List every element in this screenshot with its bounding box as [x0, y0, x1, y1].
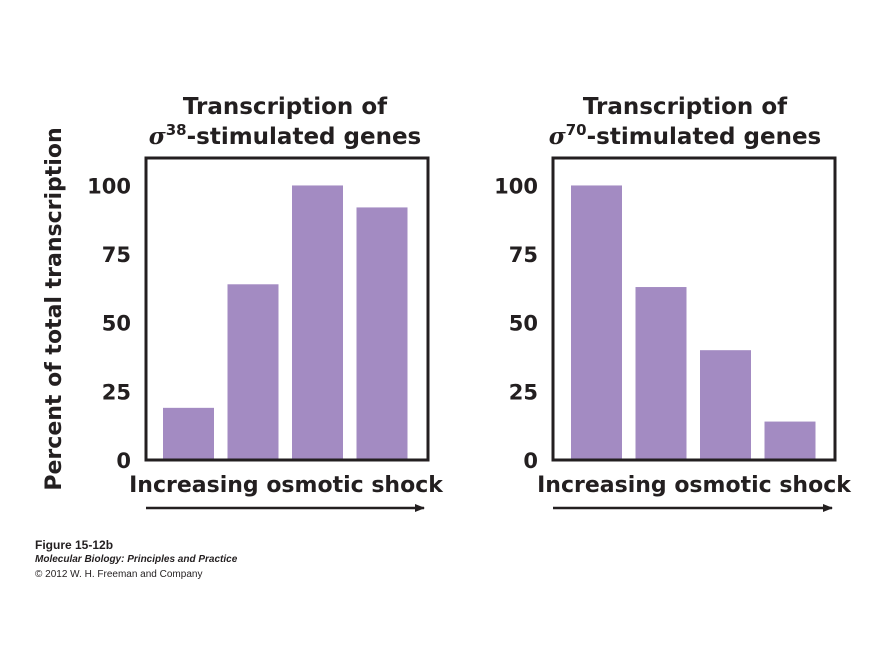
x-axis-label: Increasing osmotic shock — [129, 473, 444, 498]
y-tick-label: 50 — [509, 312, 538, 336]
plot-frame — [144, 156, 430, 462]
bar-1 — [571, 185, 622, 461]
bar-4 — [356, 207, 408, 460]
chart-panel-sigma70: Transcription of σ70-stimulated genes 0 2… — [494, 94, 852, 512]
bar-group — [163, 185, 408, 461]
plot-frame — [551, 156, 837, 462]
sigma-superscript: 70 — [566, 121, 587, 139]
y-axis-label: Percent of total transcription — [42, 127, 67, 490]
bar-4 — [764, 421, 816, 460]
book-title: Molecular Biology: Principles and Practi… — [35, 554, 238, 565]
y-tick-label: 75 — [102, 243, 131, 267]
sigma-symbol: σ — [549, 123, 566, 150]
bar-3 — [292, 185, 343, 461]
y-tick-label: 50 — [102, 312, 131, 336]
sigma-superscript: 38 — [166, 121, 187, 139]
y-tick-labels: 0 25 50 75 100 — [494, 174, 538, 473]
sigma-symbol: σ — [149, 123, 166, 150]
bar-2 — [635, 287, 687, 460]
bar-1 — [163, 407, 214, 460]
y-tick-label: 25 — [102, 380, 131, 404]
figure-number: Figure 15-12b — [35, 538, 114, 552]
bar-2 — [227, 284, 279, 460]
copyright-notice: © 2012 W. H. Freeman and Company — [35, 569, 203, 580]
y-tick-label: 0 — [116, 449, 131, 473]
y-tick-label: 75 — [509, 243, 538, 267]
bar-3 — [700, 350, 751, 460]
chart-title-line1: Transcription of — [583, 94, 788, 120]
chart-title-line2: σ38-stimulated genes — [149, 121, 422, 150]
chart-title-line1: Transcription of — [183, 94, 388, 120]
y-tick-label: 0 — [523, 449, 538, 473]
y-tick-label: 25 — [509, 380, 538, 404]
chart-panel-sigma38: Transcription of σ38-stimulated genes 0 2… — [87, 94, 444, 512]
y-tick-label: 100 — [494, 174, 538, 198]
title-rest: -stimulated genes — [187, 124, 422, 150]
y-tick-labels: 0 25 50 75 100 — [87, 174, 131, 473]
title-rest: -stimulated genes — [587, 124, 822, 150]
x-axis-label: Increasing osmotic shock — [537, 473, 852, 498]
bar-group — [571, 185, 816, 461]
chart-title-line2: σ70-stimulated genes — [549, 121, 822, 150]
y-tick-label: 100 — [87, 174, 131, 198]
